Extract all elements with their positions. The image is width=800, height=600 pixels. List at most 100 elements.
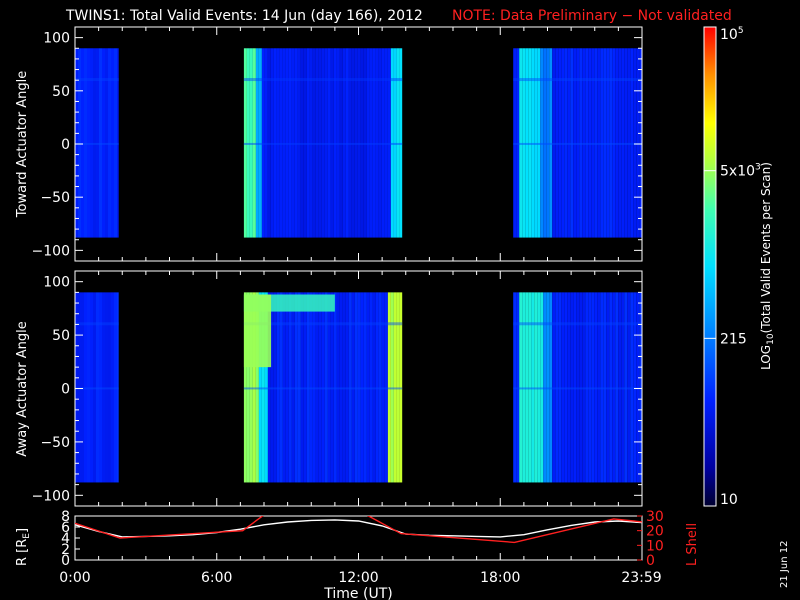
data-stripe [630, 48, 634, 238]
data-stripe [330, 48, 334, 238]
data-stripe [624, 48, 628, 238]
data-stripe [111, 48, 114, 238]
data-stripe [327, 48, 331, 238]
data-stripe [246, 48, 250, 238]
data-stripe [285, 48, 289, 238]
orbit-y-tick-label: 6 [61, 520, 70, 536]
data-stripe [288, 292, 292, 483]
data-stripe [255, 292, 259, 483]
data-stripe [594, 48, 598, 238]
data-stripe [534, 292, 538, 483]
data-stripe [540, 48, 544, 238]
data-stripe [264, 48, 268, 238]
data-stripe [525, 48, 529, 238]
data-stripe [276, 292, 280, 483]
data-stripe [339, 48, 343, 238]
data-stripe [99, 292, 102, 483]
y-tick-label: −100 [32, 488, 70, 504]
data-stripe [108, 48, 111, 238]
data-stripe [549, 48, 553, 238]
data-stripe [93, 292, 96, 483]
data-stripe [363, 292, 367, 483]
data-stripe [363, 48, 367, 238]
data-stripe [300, 292, 304, 483]
data-stripe [609, 292, 613, 483]
data-stripe [516, 48, 520, 238]
data-stripe [369, 48, 373, 238]
x-tick-label: 12:00 [338, 570, 378, 586]
data-stripe [513, 292, 517, 483]
data-stripe [297, 48, 301, 238]
y-tick-label: −50 [40, 190, 70, 206]
data-stripe [276, 48, 280, 238]
preliminary-note: NOTE: Data Preliminary − Not validated [452, 8, 732, 24]
data-stripe [639, 292, 642, 483]
data-stripe [348, 292, 352, 483]
data-block [75, 292, 119, 483]
data-stripe [555, 292, 559, 483]
data-stripe [81, 292, 84, 483]
data-stripe [258, 292, 262, 483]
data-stripe [78, 48, 81, 238]
zero-band [75, 142, 119, 145]
data-stripe [375, 48, 379, 238]
y-tick-label: 100 [43, 275, 70, 291]
y-tick-label: 0 [61, 137, 70, 153]
data-stripe [84, 292, 87, 483]
data-stripe [342, 292, 346, 483]
data-stripe [102, 48, 105, 238]
data-stripe [312, 292, 316, 483]
data-stripe [384, 48, 388, 238]
data-stripe [384, 292, 388, 483]
data-stripe [279, 292, 283, 483]
x-tick-label: 0:00 [59, 570, 90, 586]
data-stripe [399, 48, 403, 238]
data-stripe [585, 48, 589, 238]
data-stripe [345, 292, 349, 483]
data-stripe [567, 292, 571, 483]
data-stripe [600, 48, 604, 238]
data-stripe [258, 48, 262, 238]
y-tick-label: 0 [61, 382, 70, 398]
data-stripe [324, 292, 328, 483]
data-stripe [114, 48, 117, 238]
data-stripe [630, 292, 634, 483]
away-angle-panel: 100 50 0 −50 −100 Away Actuator Angle [15, 270, 643, 507]
upper-band [243, 322, 403, 326]
data-stripe [393, 292, 397, 483]
data-stripe [519, 48, 523, 238]
data-stripe [615, 48, 619, 238]
data-stripe [612, 292, 616, 483]
data-stripe [639, 48, 642, 238]
data-stripe [87, 292, 90, 483]
data-stripe [561, 48, 565, 238]
data-stripe [90, 48, 93, 238]
x-tick-label: 6:00 [201, 570, 232, 586]
colorbar-tick-label: 10 [720, 492, 738, 508]
colorbar-tick-label: 5x103 [720, 163, 761, 180]
data-stripe [336, 292, 340, 483]
data-stripe [333, 48, 337, 238]
data-stripe [270, 292, 274, 483]
data-stripe [270, 48, 274, 238]
data-stripe [597, 48, 601, 238]
data-block [513, 48, 642, 238]
data-stripe [369, 292, 373, 483]
data-stripe [534, 48, 538, 238]
data-stripe [618, 292, 622, 483]
data-stripe [75, 48, 78, 238]
data-stripe [393, 48, 397, 238]
data-stripe [252, 48, 256, 238]
data-stripe [633, 292, 637, 483]
data-stripe [588, 292, 592, 483]
data-stripe [636, 48, 640, 238]
orbit-y-tick-label: 8 [61, 509, 70, 525]
data-stripe [282, 48, 286, 238]
data-stripe [111, 292, 114, 483]
data-stripe [516, 292, 520, 483]
data-stripe [306, 48, 310, 238]
data-block [513, 292, 642, 483]
data-stripe [306, 292, 310, 483]
